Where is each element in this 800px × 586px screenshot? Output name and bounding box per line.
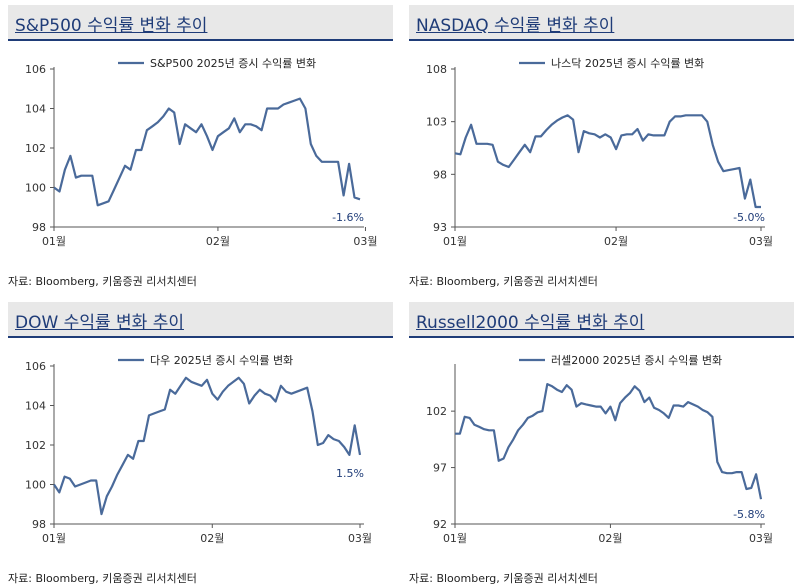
x-tick-label: 02월 xyxy=(200,532,224,545)
x-tick-label: 03월 xyxy=(749,235,773,248)
y-tick-label: 103 xyxy=(426,116,447,129)
x-tick-label: 02월 xyxy=(604,235,628,248)
legend-label: 러셀2000 2025년 증시 수익률 변화 xyxy=(551,354,722,367)
line-chart: 98 100 102 104 106 01월 02월 03월 다우 2025년 증시 수익률 변… xyxy=(25,354,372,545)
y-tick-label: 102 xyxy=(25,142,46,155)
legend-label: 나스닥 2025년 증시 수익률 변화 xyxy=(551,57,704,70)
panel-title-bar: Russell2000 수익률 변화 추이 xyxy=(409,302,794,338)
y-tick-label: 108 xyxy=(426,63,447,76)
source-note: 자료: Bloomberg, 키움증권 리서치센터 xyxy=(8,572,197,585)
source-note: 자료: Bloomberg, 키움증권 리서치센터 xyxy=(8,275,197,288)
end-value-label: -5.8% xyxy=(733,508,765,521)
y-tick-label: 102 xyxy=(426,405,447,418)
panel-title-bar: NASDAQ 수익률 변화 추이 xyxy=(409,5,794,41)
panel-title: Russell2000 수익률 변화 추이 xyxy=(416,313,645,333)
source-note: 자료: Bloomberg, 키움증권 리서치센터 xyxy=(409,275,598,288)
series-line xyxy=(53,97,361,207)
source-note: 자료: Bloomberg, 키움증권 리서치센터 xyxy=(409,572,598,585)
line-chart: 98 100 102 104 106 01월 02월 03월 S&P500 2025년 증시 수… xyxy=(25,57,378,248)
y-tick-label: 100 xyxy=(25,182,46,195)
y-tick-label: 106 xyxy=(25,360,46,373)
y-tick-label: 98 xyxy=(32,221,46,234)
chart-area: 92 97 102 01월 02월 03월 러셀2000 2025년 증시 수익률 변화 -5… xyxy=(409,338,794,558)
y-tick-label: 100 xyxy=(25,479,46,492)
legend-label: S&P500 2025년 증시 수익률 변화 xyxy=(150,57,316,70)
panel-title: NASDAQ 수익률 변화 추이 xyxy=(416,16,615,36)
line-chart: 92 97 102 01월 02월 03월 러셀2000 2025년 증시 수익률 변화 -5… xyxy=(426,354,773,545)
x-tick-label: 03월 xyxy=(749,532,773,545)
y-tick-label: 92 xyxy=(433,518,447,531)
x-tick-label: 01월 xyxy=(42,235,66,248)
x-tick-label: 02월 xyxy=(206,235,230,248)
y-tick-label: 106 xyxy=(25,63,46,76)
series-line xyxy=(454,114,761,209)
end-value-label: 1.5% xyxy=(336,467,364,480)
x-tick-label: 01월 xyxy=(443,235,467,248)
panel-title: DOW 수익률 변화 추이 xyxy=(15,313,184,333)
x-tick-label: 02월 xyxy=(598,532,622,545)
y-tick-label: 104 xyxy=(25,400,46,413)
y-tick-label: 93 xyxy=(433,221,447,234)
line-chart: 93 98 103 108 01월 02월 03월 나스닥 2025년 증시 수익률 변화 -5… xyxy=(426,57,773,248)
y-tick-label: 98 xyxy=(32,518,46,531)
series-line xyxy=(455,382,763,500)
x-tick-label: 01월 xyxy=(42,532,66,545)
x-tick-label: 01월 xyxy=(443,532,467,545)
series-line xyxy=(53,376,362,516)
panel-title-bar: DOW 수익률 변화 추이 xyxy=(8,302,393,338)
y-tick-label: 104 xyxy=(25,103,46,116)
x-tick-label: 03월 xyxy=(348,532,372,545)
panel-title: S&P500 수익률 변화 추이 xyxy=(15,16,208,36)
panel-title-bar: S&P500 수익률 변화 추이 xyxy=(8,5,393,41)
y-tick-label: 98 xyxy=(433,168,447,181)
end-value-label: -5.0% xyxy=(733,211,765,224)
end-value-label: -1.6% xyxy=(332,211,364,224)
y-tick-label: 102 xyxy=(25,439,46,452)
chart-area: 93 98 103 108 01월 02월 03월 나스닥 2025년 증시 수익률 변화 -5… xyxy=(409,41,794,261)
x-tick-label: 03월 xyxy=(353,235,377,248)
chart-area: 98 100 102 104 106 01월 02월 03월 S&P500 2025년 증시 수… xyxy=(8,41,393,261)
chart-area: 98 100 102 104 106 01월 02월 03월 다우 2025년 증시 수익률 변… xyxy=(8,338,393,558)
y-tick-label: 97 xyxy=(433,462,447,475)
legend-label: 다우 2025년 증시 수익률 변화 xyxy=(150,354,293,367)
